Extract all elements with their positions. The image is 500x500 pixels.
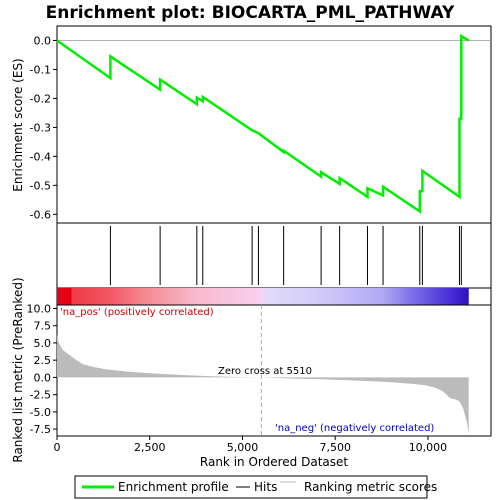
- rank-y-axis-label: Ranked list metric (PreRanked): [11, 277, 25, 462]
- es-panel-frame: [56, 25, 492, 224]
- es-y-tick-label: -0.3: [30, 121, 51, 134]
- rank-y-tick-label: -2.5: [30, 389, 51, 402]
- es-y-tick-label: -0.2: [30, 92, 51, 105]
- x-tick-label: 2,500: [134, 441, 166, 454]
- rank-y-tick-label: -7.5: [30, 423, 51, 436]
- x-axis: 0 2,500 5,000 7,500 10,000: [54, 436, 448, 454]
- legend-label-hits: Hits: [254, 480, 277, 494]
- x-tick-label: 10,000: [409, 441, 448, 454]
- es-y-axis: 0.0 -0.1 -0.2 -0.3 -0.4 -0.5 -0.6: [30, 34, 57, 221]
- x-axis-label: Rank in Ordered Dataset: [200, 455, 348, 469]
- positive-correlation-label: 'na_pos' (positively correlated): [60, 307, 214, 318]
- x-tick-label: 7,500: [319, 441, 351, 454]
- es-y-tick-label: -0.1: [30, 63, 51, 76]
- hits-panel-frame: [56, 222, 492, 289]
- legend-label-enrichment: Enrichment profile: [118, 480, 229, 494]
- correlation-gradient-bar: [57, 288, 469, 305]
- es-y-tick-label: -0.4: [30, 150, 51, 163]
- rank-panel-frame: [56, 304, 492, 437]
- legend-box: [74, 475, 428, 499]
- rank-y-tick-label: 10.0: [27, 302, 52, 315]
- es-y-axis-label: Enrichment score (ES): [11, 58, 25, 191]
- rank-y-tick-label: 2.5: [34, 354, 52, 367]
- rank-y-axis: 10.0 7.5 5.0 2.5 0.0 -2.5 -5.0 -7.5: [27, 302, 57, 436]
- enrichment-profile-line: [56, 33, 470, 214]
- legend-label-ranking: Ranking metric scores: [304, 480, 437, 494]
- chart-title: Enrichment plot: BIOCARTA_PML_PATHWAY: [46, 3, 455, 23]
- negative-correlation-label: 'na_neg' (negatively correlated): [275, 423, 434, 434]
- hits-markers: [109, 226, 462, 285]
- rank-y-tick-label: 5.0: [34, 337, 52, 350]
- rank-y-tick-label: -5.0: [30, 406, 51, 419]
- x-tick-label: 5,000: [227, 441, 259, 454]
- x-tick-label: 0: [54, 441, 61, 454]
- rank-y-tick-label: 0.0: [34, 371, 52, 384]
- es-y-tick-label: -0.6: [30, 208, 51, 221]
- zero-cross-label: Zero cross at 5510: [218, 366, 312, 377]
- es-y-tick-label: 0.0: [34, 34, 52, 47]
- rank-y-tick-label: 7.5: [34, 320, 52, 333]
- es-y-tick-label: -0.5: [30, 179, 51, 192]
